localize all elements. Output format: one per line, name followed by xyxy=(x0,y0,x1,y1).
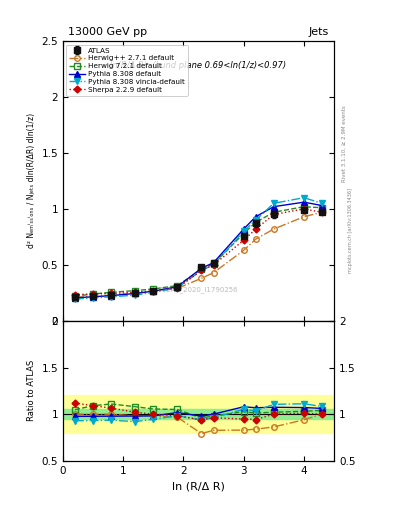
Sherpa 2.2.9 default xyxy=(175,285,180,291)
Text: ATLAS_2020_I1790256: ATLAS_2020_I1790256 xyxy=(159,286,238,293)
Sherpa 2.2.9 default xyxy=(151,288,156,294)
Pythia 8.308 default xyxy=(133,290,138,296)
Herwig 7.2.1 default xyxy=(320,205,324,211)
Pythia 8.308 default xyxy=(253,214,258,220)
Sherpa 2.2.9 default xyxy=(253,226,258,232)
Pythia 8.308 default xyxy=(211,260,216,266)
Pythia 8.308 vincia-default xyxy=(175,285,180,291)
Sherpa 2.2.9 default xyxy=(301,206,306,212)
Herwig++ 2.7.1 default xyxy=(320,209,324,216)
Pythia 8.308 vincia-default xyxy=(151,289,156,295)
Text: Jets: Jets xyxy=(309,27,329,37)
Herwig 7.2.1 default xyxy=(91,291,95,297)
Pythia 8.308 vincia-default xyxy=(199,267,204,273)
Bar xyxy=(63,395,334,433)
Herwig++ 2.7.1 default xyxy=(73,294,77,301)
Pythia 8.308 vincia-default xyxy=(320,200,324,206)
Sherpa 2.2.9 default xyxy=(199,267,204,273)
Sherpa 2.2.9 default xyxy=(91,291,95,297)
Sherpa 2.2.9 default xyxy=(211,262,216,268)
Herwig 7.2.1 default xyxy=(272,209,276,216)
Sherpa 2.2.9 default xyxy=(320,209,324,216)
Line: Herwig 7.2.1 default: Herwig 7.2.1 default xyxy=(72,204,325,299)
Herwig 7.2.1 default xyxy=(109,289,114,295)
Herwig++ 2.7.1 default xyxy=(272,226,276,232)
Bar xyxy=(63,410,334,419)
Herwig++ 2.7.1 default xyxy=(175,285,180,291)
Herwig++ 2.7.1 default xyxy=(253,236,258,242)
Text: 13000 GeV pp: 13000 GeV pp xyxy=(68,27,147,37)
Pythia 8.308 vincia-default xyxy=(211,262,216,268)
Pythia 8.308 default xyxy=(241,226,246,232)
Pythia 8.308 vincia-default xyxy=(301,195,306,201)
Herwig 7.2.1 default xyxy=(253,219,258,225)
Pythia 8.308 default xyxy=(73,295,77,301)
Herwig 7.2.1 default xyxy=(73,293,77,300)
Pythia 8.308 vincia-default xyxy=(133,292,138,298)
Line: Pythia 8.308 vincia-default: Pythia 8.308 vincia-default xyxy=(72,195,325,302)
Sherpa 2.2.9 default xyxy=(272,211,276,218)
Herwig++ 2.7.1 default xyxy=(211,270,216,276)
Pythia 8.308 vincia-default xyxy=(272,200,276,206)
Herwig 7.2.1 default xyxy=(133,288,138,294)
Herwig++ 2.7.1 default xyxy=(109,292,114,298)
Pythia 8.308 default xyxy=(199,265,204,271)
Pythia 8.308 default xyxy=(151,288,156,294)
Sherpa 2.2.9 default xyxy=(133,289,138,295)
Herwig 7.2.1 default xyxy=(151,286,156,292)
Pythia 8.308 vincia-default xyxy=(109,294,114,300)
Line: Pythia 8.308 default: Pythia 8.308 default xyxy=(72,199,325,301)
Y-axis label: d² Nₑₘⁱₛₛⁱₒₙₛ / Nⱼₑₜₛ dln(R/ΔR) dln(1/z): d² Nₑₘⁱₛₛⁱₒₙₛ / Nⱼₑₜₛ dln(R/ΔR) dln(1/z) xyxy=(27,113,36,248)
Herwig 7.2.1 default xyxy=(175,283,180,289)
Line: Herwig++ 2.7.1 default: Herwig++ 2.7.1 default xyxy=(72,209,325,300)
Herwig++ 2.7.1 default xyxy=(133,290,138,296)
Herwig++ 2.7.1 default xyxy=(301,214,306,220)
Pythia 8.308 vincia-default xyxy=(241,228,246,234)
Pythia 8.308 vincia-default xyxy=(91,295,95,301)
Pythia 8.308 default xyxy=(301,199,306,205)
Sherpa 2.2.9 default xyxy=(73,291,77,297)
Herwig 7.2.1 default xyxy=(211,261,216,267)
Herwig++ 2.7.1 default xyxy=(199,275,204,282)
Pythia 8.308 default xyxy=(320,202,324,208)
Herwig 7.2.1 default xyxy=(241,230,246,237)
Pythia 8.308 default xyxy=(109,292,114,298)
Legend: ATLAS, Herwig++ 2.7.1 default, Herwig 7.2.1 default, Pythia 8.308 default, Pythi: ATLAS, Herwig++ 2.7.1 default, Herwig 7.… xyxy=(66,45,188,96)
Line: Sherpa 2.2.9 default: Sherpa 2.2.9 default xyxy=(72,206,325,297)
Pythia 8.308 default xyxy=(91,294,95,300)
Sherpa 2.2.9 default xyxy=(241,237,246,243)
Pythia 8.308 default xyxy=(272,204,276,210)
Herwig 7.2.1 default xyxy=(199,266,204,272)
Text: Rivet 3.1.10, ≥ 2.9M events: Rivet 3.1.10, ≥ 2.9M events xyxy=(342,105,346,182)
Herwig++ 2.7.1 default xyxy=(241,247,246,253)
Text: ln(R/Δ R)  (Lund plane 0.69<ln(1/z)<0.97): ln(R/Δ R) (Lund plane 0.69<ln(1/z)<0.97) xyxy=(110,60,286,70)
Herwig++ 2.7.1 default xyxy=(91,293,95,300)
Sherpa 2.2.9 default xyxy=(109,290,114,296)
Y-axis label: Ratio to ATLAS: Ratio to ATLAS xyxy=(27,360,36,421)
X-axis label: ln (R/Δ R): ln (R/Δ R) xyxy=(172,481,225,491)
Herwig++ 2.7.1 default xyxy=(151,288,156,294)
Herwig 7.2.1 default xyxy=(301,204,306,210)
Text: mcplots.cern.ch [arXiv:1306.3436]: mcplots.cern.ch [arXiv:1306.3436] xyxy=(348,188,353,273)
Pythia 8.308 default xyxy=(175,284,180,290)
Pythia 8.308 vincia-default xyxy=(73,296,77,302)
Pythia 8.308 vincia-default xyxy=(253,217,258,223)
